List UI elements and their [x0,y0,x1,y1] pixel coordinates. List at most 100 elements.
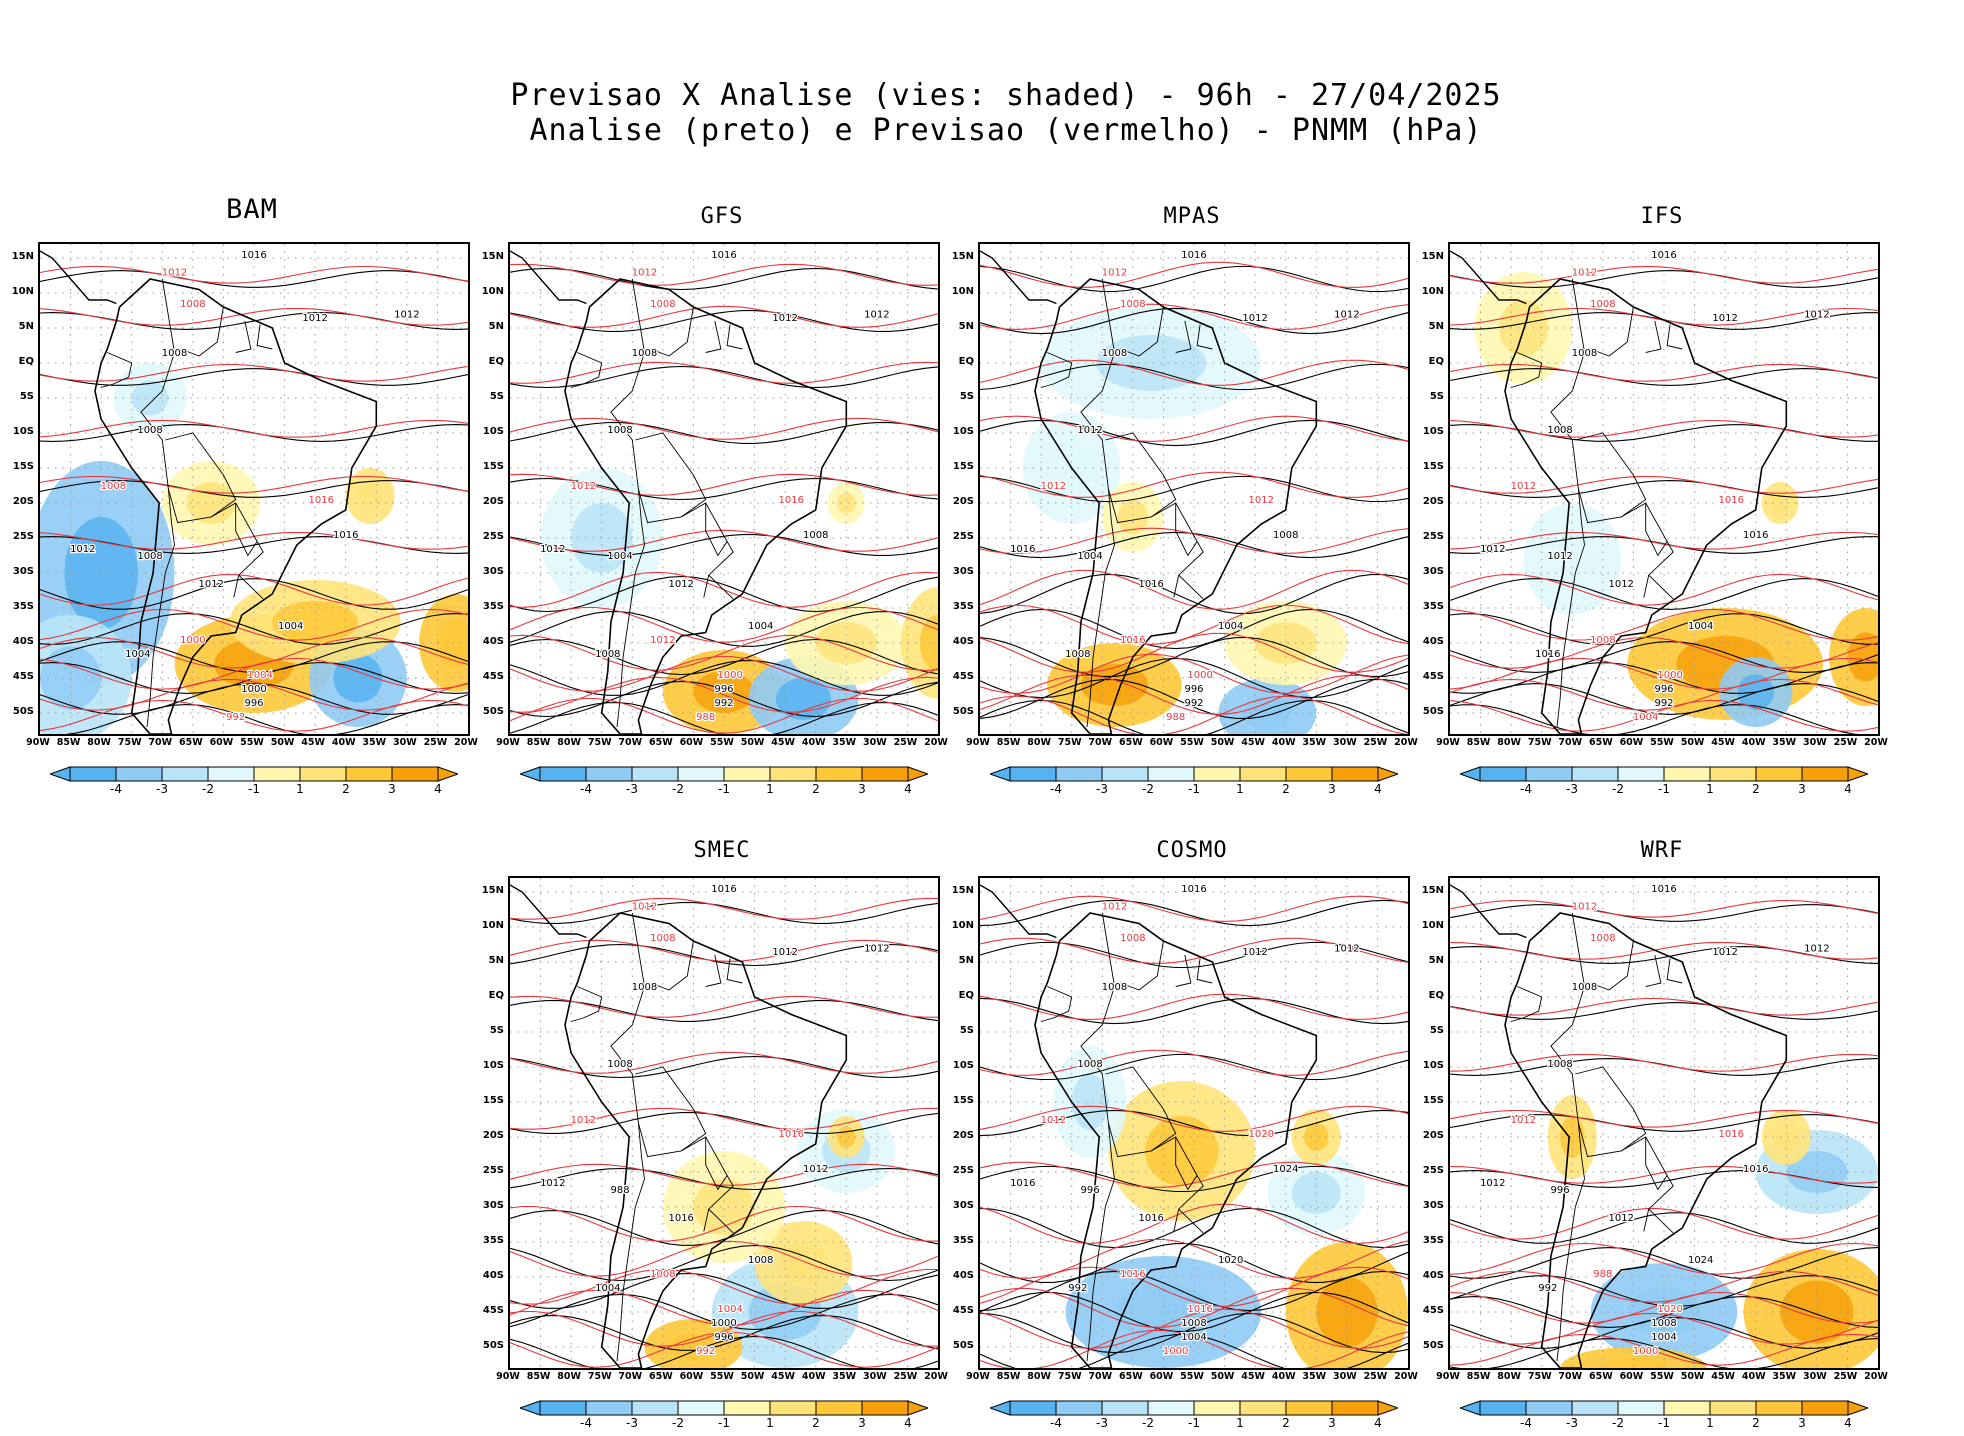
bias-shading-core [775,678,831,720]
lon-tick-label: 85W [996,1371,1021,1382]
lon-tick-label: 45W [1711,1371,1735,1382]
isobar-label: 1012 [1102,268,1127,279]
lon-tick-label: 85W [526,1371,551,1382]
isobar-label: 1012 [1511,1115,1536,1126]
colorbar-segment [253,766,301,782]
lon-tick-label: 90W [496,1371,520,1382]
isobar-label: 1020 [1657,1304,1682,1315]
lat-tick-label: 50S [1422,1340,1444,1351]
analysis-isobar [1450,1296,1878,1328]
isobar-label: 1016 [1187,1304,1212,1315]
isobar-label: 1012 [1511,481,1536,492]
colorbar-tick-label: -4 [1520,782,1532,796]
isobar-label: 1008 [1572,982,1597,993]
analysis-isobar [980,1334,1408,1368]
isobar-label: 1008 [1273,530,1298,541]
forecast-isobar [980,261,1408,288]
analysis-isobar [1450,578,1878,610]
lat-tick-label: 5N [488,955,504,966]
title-line-2: Analise (preto) e Previsao (vermelho) - … [529,113,1483,148]
colorbar-extend-high [907,766,930,782]
lat-tick-label: 50S [1422,706,1444,717]
colorbar-segment [1479,766,1527,782]
forecast-isobar [1450,609,1878,641]
analysis-isobar [1450,270,1878,288]
lon-tick-label: 40W [1741,1371,1766,1382]
lon-tick-label: 80W [1497,1371,1521,1382]
lon-tick-label: 20W [924,737,948,748]
analysis-isobar [980,899,1408,927]
colorbar-extend-low [1458,766,1481,782]
isobar-label: 992 [1654,698,1673,709]
central-america-coast [510,250,587,305]
colorbar-segment [769,766,817,782]
country-border [570,352,603,388]
lat-tick-label: 25S [1422,1165,1444,1176]
isobar-label: 996 [1081,1185,1100,1196]
isobar-label: 1012 [864,310,889,321]
panel-title: WRF [1640,838,1684,863]
colorbar-svg [518,1400,930,1416]
map-svg: 1016 1012 1012 1012 1008 1008 1008 1012 1012 1012… [1450,878,1878,1368]
analysis-isobar [510,1335,938,1368]
isobar-label: 1012 [1608,1213,1633,1224]
lat-tick-label: 20S [482,1130,504,1141]
forecast-isobar [980,1266,1408,1307]
country-border [100,352,133,388]
colorbar-tick-label: -1 [1658,1416,1670,1430]
country-border [705,503,728,557]
isobar-label: 1012 [632,268,657,279]
isobar-label: 1012 [571,481,596,492]
country-border [703,575,710,598]
analysis-isobar [510,1000,938,1022]
lon-tick-label: 80W [557,737,581,748]
colorbar-segment [769,1400,817,1416]
lon-tick-label: 75W [1527,1371,1552,1382]
isobar-label: 1012 [1572,268,1597,279]
isobar-label: 1012 [1480,1178,1505,1189]
lon-tick-label: 65W [1118,1371,1143,1382]
forecast-isobar [1450,657,1878,690]
colorbar-tick-label: 1 [296,782,304,796]
isobar-label: 1012 [1334,310,1359,321]
forecast-isobar [980,1203,1408,1244]
lon-tick-label: 85W [1466,1371,1491,1382]
lon-tick-label: 55W [1180,1371,1204,1382]
lon-tick-label: 25W [1833,737,1858,748]
country-border [705,320,722,353]
colorbar-tick-label: -1 [1188,1416,1200,1430]
lat-tick-label: 30S [952,1200,974,1211]
bias-shading-core [1316,1277,1378,1347]
analysis-isobar [1450,368,1878,386]
isobar-label: 1016 [241,250,266,261]
lat-tick-label: 45S [952,1305,974,1316]
colorbar-segment [1055,1400,1103,1416]
forecast-isobar [510,1205,938,1242]
colorbar-svg [988,1400,1400,1416]
lat-tick-label: 10N [11,286,34,297]
lat-tick-label: EQ [488,356,504,367]
colorbar-segment [815,766,863,782]
lon-tick-label: 45W [1711,737,1735,748]
lon-tick-label: 50W [740,1371,765,1382]
country-border [1196,324,1213,350]
isobar-label: 1004 [1181,1332,1206,1343]
colorbar-svg [48,766,460,782]
bias-shading-core [1145,1116,1219,1186]
forecast-isobar [980,653,1408,694]
analysis-isobar [510,1112,938,1134]
country-border [1645,503,1668,557]
bias-shading-core [1774,1123,1799,1151]
forecast-isobar [1450,265,1878,284]
isobar-label: 1004 [1218,621,1243,632]
country-border [1645,320,1662,353]
forecast-isobar [510,1240,938,1277]
isobar-label: 1012 [1102,902,1127,913]
isobar-label: 1016 [1651,250,1676,261]
lat-tick-label: 15S [952,1095,974,1106]
analysis-isobar [40,578,468,610]
lon-tick-label: 60W [679,737,704,748]
analysis-isobar [510,422,938,444]
lat-tick-label: 45S [12,671,34,682]
lat-tick-label: EQ [958,990,974,1001]
